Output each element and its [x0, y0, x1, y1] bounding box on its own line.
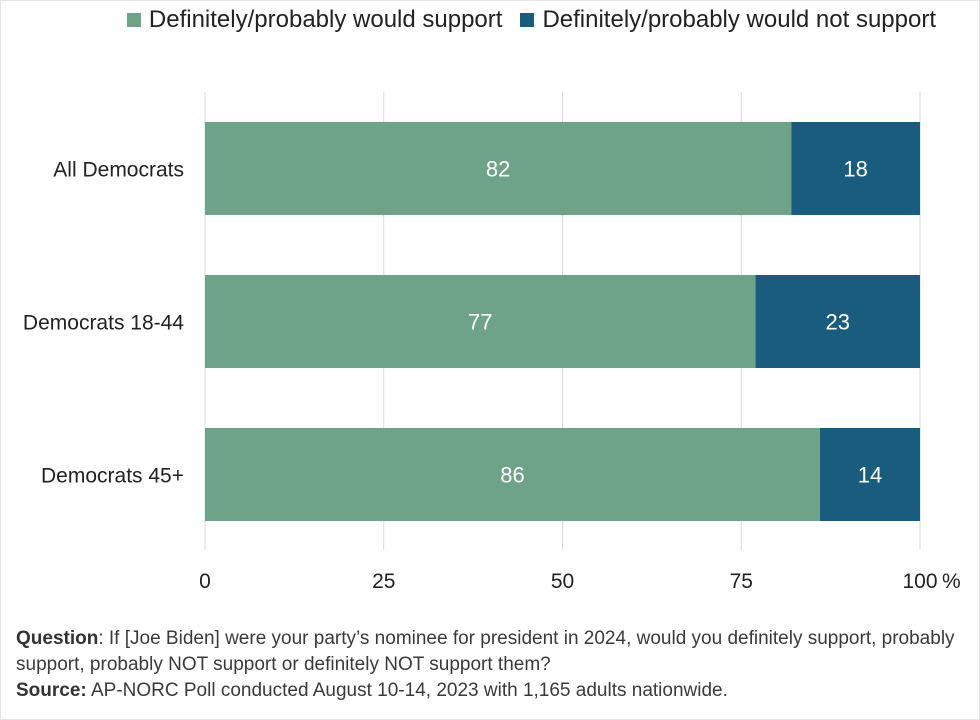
source-label: Source:: [16, 680, 87, 701]
bar-not-support: [755, 275, 920, 368]
x-tick-label: 100: [902, 570, 937, 593]
bar-support: [205, 428, 820, 521]
question-text: : If [Joe Biden] were your party’s nomin…: [16, 628, 955, 675]
x-tick-label: 25: [372, 570, 395, 593]
bar-support: [205, 275, 756, 368]
data-label: 23: [826, 310, 850, 335]
x-tick-label: 0: [199, 570, 211, 593]
category-label: All Democrats: [53, 159, 184, 182]
x-axis-unit: %: [942, 570, 961, 593]
data-label: 86: [500, 463, 524, 488]
question-label: Question: [16, 628, 99, 649]
data-label: 18: [843, 157, 867, 182]
legend-item-not-support: Definitely/probably would not support: [520, 6, 936, 34]
category-label: Democrats 45+: [41, 465, 184, 488]
x-tick-label: 75: [730, 570, 753, 593]
source-text: AP-NORC Poll conducted August 10-14, 202…: [86, 680, 728, 701]
bar-support: [205, 122, 792, 215]
data-label: 82: [486, 157, 510, 182]
legend-label-support: Definitely/probably would support: [148, 6, 503, 33]
legend: Definitely/probably would support Defini…: [126, 6, 936, 34]
data-label: 14: [858, 463, 882, 488]
legend-swatch-support: [126, 13, 141, 27]
source-note: Source: AP-NORC Poll conducted August 10…: [16, 678, 966, 704]
category-label: Democrats 18-44: [23, 312, 184, 335]
bar-not-support: [791, 122, 920, 215]
legend-item-support: Definitely/probably would support: [126, 6, 503, 34]
legend-swatch-not-support: [520, 13, 535, 27]
question-note: Question: If [Joe Biden] were your party…: [16, 626, 966, 678]
data-label: 77: [468, 310, 492, 335]
x-tick-label: 50: [551, 570, 574, 593]
bar-not-support: [819, 428, 920, 521]
legend-label-not-support: Definitely/probably would not support: [542, 6, 936, 33]
chart-footer: Question: If [Joe Biden] were your party…: [16, 626, 966, 704]
stacked-bar-chart: 0 25 50 75 100 % All Democrats 82 18 Democrats 18…: [23, 92, 961, 593]
